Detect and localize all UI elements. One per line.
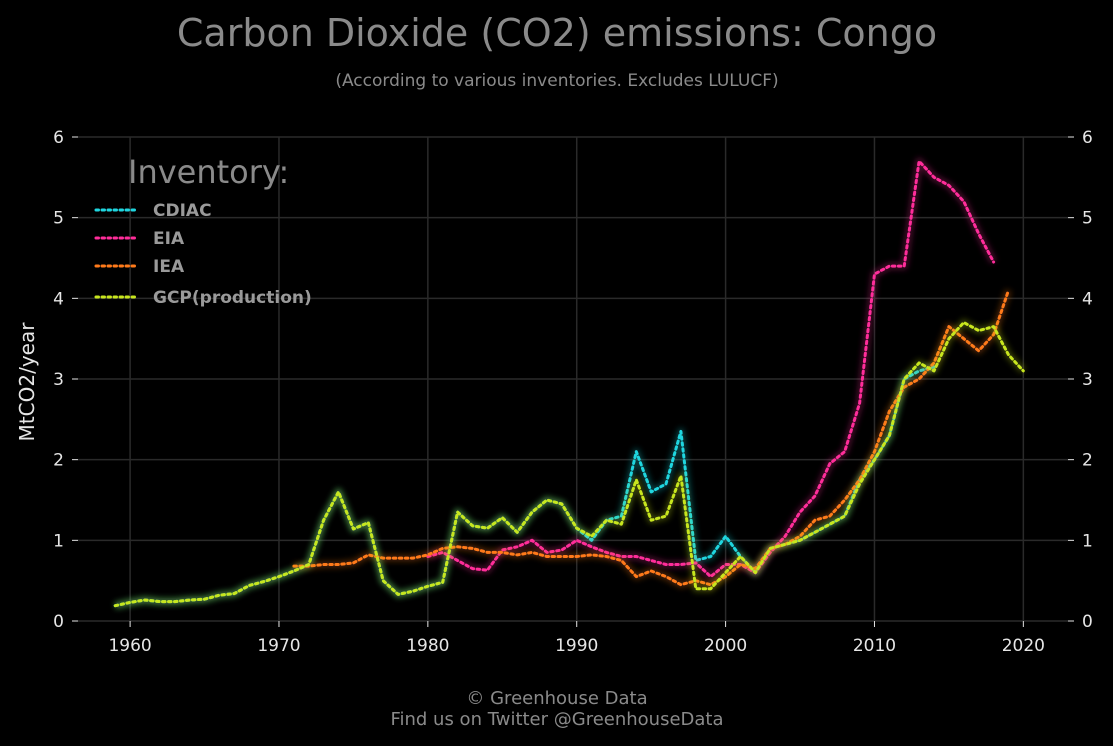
series-glow	[114, 363, 935, 610]
series-line	[292, 288, 1010, 587]
y-tick-label-right: 0	[1082, 612, 1093, 632]
legend-entry: IEA	[153, 257, 185, 277]
y-axis-label: MtCO2/year	[15, 322, 39, 442]
y-tick-label-left: 5	[53, 209, 64, 229]
grid	[78, 136, 1068, 622]
y-tick-label-left: 4	[53, 289, 64, 309]
y-tick-label-right: 1	[1082, 531, 1093, 551]
legend-entry: EIA	[153, 229, 185, 249]
series-cdiac	[113, 363, 936, 610]
chart-subtitle: (According to various inventories. Exclu…	[335, 71, 778, 91]
x-tick-label: 2010	[853, 636, 896, 656]
y-tick-label-left: 0	[53, 612, 64, 632]
chart-title: Carbon Dioxide (CO2) emissions: Congo	[177, 11, 937, 55]
series-line	[113, 365, 936, 608]
legend-entry: GCP(production)	[153, 288, 312, 308]
x-tick-label: 1980	[406, 636, 449, 656]
y-tick-label-right: 5	[1082, 209, 1093, 229]
y-tick-label-left: 1	[53, 531, 64, 551]
axes: 1960 1970 1980 1990 2000 2010 2020 0 0 1 1 2 2 3 3 4 4 5 5…	[53, 128, 1093, 656]
legend-title: Inventory:	[128, 153, 289, 191]
y-tick-label-left: 2	[53, 451, 64, 471]
series-layer	[113, 157, 1026, 610]
series-line	[426, 159, 996, 579]
series-glow	[426, 157, 997, 581]
series-glow	[114, 319, 1026, 610]
x-tick-label: 2000	[704, 636, 747, 656]
y-tick-label-left: 6	[53, 128, 64, 148]
footer-twitter: Find us on Twitter @GreenhouseData	[390, 709, 723, 730]
x-tick-label: 1990	[555, 636, 598, 656]
legend: Inventory: CDIAC EIA IEA GCP(production)	[94, 153, 312, 308]
series-line	[113, 321, 1025, 608]
series-gcp-production	[113, 319, 1026, 610]
y-tick-label-left: 3	[53, 370, 64, 390]
x-tick-label: 1960	[108, 636, 151, 656]
legend-entry: CDIAC	[153, 201, 212, 221]
x-tick-label: 2020	[1002, 636, 1045, 656]
y-tick-label-right: 3	[1082, 370, 1093, 390]
series-eia	[426, 157, 997, 581]
footer-credit: © Greenhouse Data	[466, 688, 647, 709]
x-tick-label: 1970	[257, 636, 300, 656]
y-tick-label-right: 2	[1082, 451, 1093, 471]
y-tick-label-right: 4	[1082, 289, 1093, 309]
series-iea	[292, 288, 1012, 589]
y-tick-label-right: 6	[1082, 128, 1093, 148]
